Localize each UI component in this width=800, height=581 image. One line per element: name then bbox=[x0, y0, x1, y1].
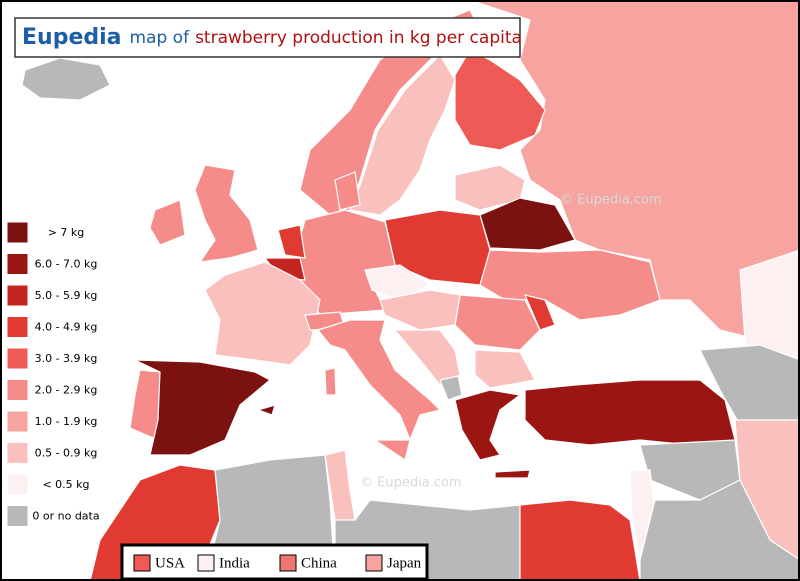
watermarks: © Eupedia.com © Eupedia.com bbox=[360, 193, 662, 491]
country bbox=[334, 171, 361, 211]
country bbox=[194, 164, 259, 263]
country bbox=[317, 319, 441, 441]
country bbox=[494, 469, 531, 479]
country bbox=[129, 369, 161, 441]
comparison-label: China bbox=[301, 555, 337, 571]
country bbox=[524, 379, 736, 446]
country bbox=[479, 249, 661, 321]
legend-swatch bbox=[6, 473, 29, 496]
comparison-swatch bbox=[365, 554, 383, 572]
watermark: © Eupedia.com bbox=[360, 476, 462, 491]
brand: Eupedia map of strawberry production in kg… bbox=[22, 25, 522, 50]
watermark: © Eupedia.com bbox=[560, 193, 662, 208]
country bbox=[324, 367, 337, 396]
legend-label: 4.0 - 4.9 kg bbox=[35, 321, 98, 334]
legend-swatch bbox=[6, 347, 29, 370]
country bbox=[379, 289, 461, 331]
country bbox=[204, 261, 321, 366]
legend-swatch bbox=[6, 410, 29, 433]
legend-label: 0 or no data bbox=[32, 510, 99, 523]
countries bbox=[21, 0, 800, 581]
legend-swatch bbox=[6, 253, 29, 275]
legend-label: 2.0 - 2.9 kg bbox=[35, 384, 98, 397]
comparison-label: Japan bbox=[387, 555, 422, 571]
country bbox=[374, 439, 411, 461]
legend-swatch bbox=[6, 379, 29, 401]
legend-label: < 0.5 kg bbox=[42, 478, 89, 491]
country bbox=[149, 199, 186, 246]
comparison-swatch bbox=[279, 554, 297, 572]
comparison-swatch bbox=[133, 554, 151, 572]
legend-label: > 7 kg bbox=[48, 226, 85, 239]
legend-swatch bbox=[6, 284, 29, 307]
country bbox=[324, 449, 356, 521]
country bbox=[21, 57, 111, 101]
country bbox=[699, 344, 800, 426]
country bbox=[349, 54, 456, 216]
country bbox=[257, 404, 276, 416]
country bbox=[639, 479, 800, 581]
country bbox=[134, 359, 271, 456]
comparison-label: India bbox=[219, 555, 250, 571]
legend-label: 1.0 - 1.9 kg bbox=[35, 415, 98, 428]
country bbox=[277, 224, 306, 259]
country bbox=[519, 499, 641, 581]
comparison-label: USA bbox=[155, 555, 185, 571]
country bbox=[454, 389, 521, 461]
legend-label: 3.0 - 3.9 kg bbox=[35, 352, 98, 365]
legend: > 7 kg 6.0 - 7.0 kg 5.0 - 5.9 kg 4.0 - 4.9 … bbox=[6, 221, 100, 527]
comparison: USA India China Japan bbox=[133, 554, 422, 572]
legend-swatch bbox=[6, 316, 29, 338]
country bbox=[524, 294, 556, 331]
legend-swatch bbox=[6, 442, 29, 464]
legend-label: 5.0 - 5.9 kg bbox=[35, 289, 98, 302]
title-box bbox=[14, 17, 521, 58]
legend-label: 0.5 - 0.9 kg bbox=[35, 447, 98, 460]
legend-swatch bbox=[6, 505, 29, 527]
comparison-swatch bbox=[197, 554, 215, 572]
country bbox=[394, 329, 461, 386]
country bbox=[474, 349, 536, 389]
country bbox=[439, 375, 463, 401]
legend-label: 6.0 - 7.0 kg bbox=[35, 258, 98, 271]
legend-swatch bbox=[6, 221, 29, 244]
